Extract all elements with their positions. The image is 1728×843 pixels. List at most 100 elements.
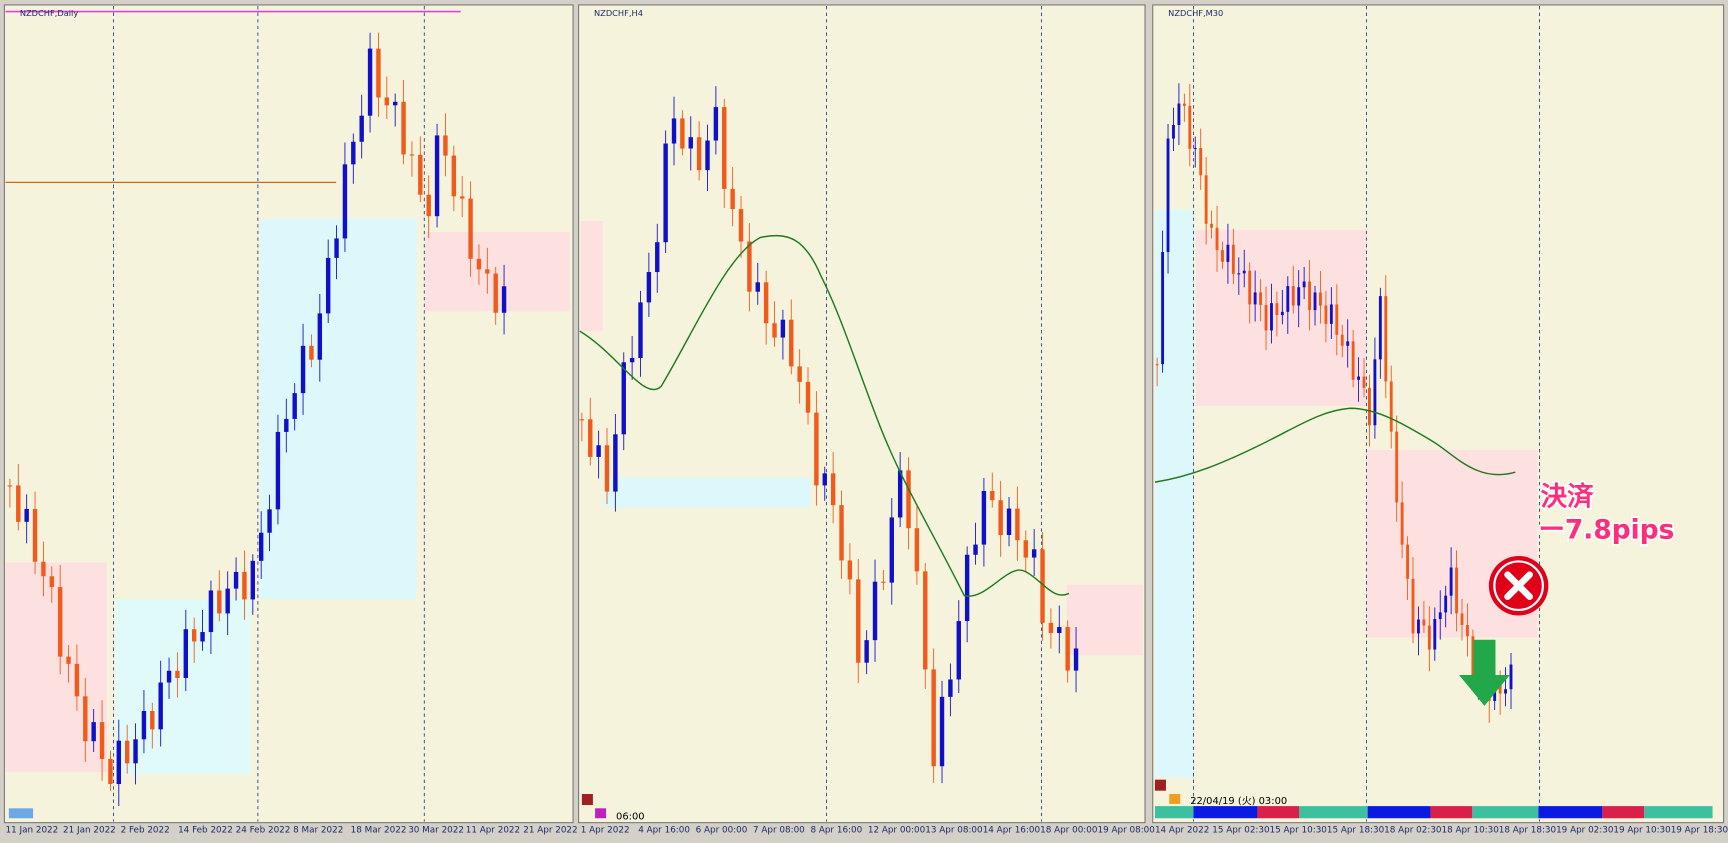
candle-body	[300, 345, 306, 394]
candle-body	[981, 490, 987, 545]
x-tick-label: 12 Apr 00:00	[868, 826, 926, 836]
candle-body	[897, 470, 903, 518]
down-arrow	[1459, 639, 1510, 706]
candle-body	[501, 286, 507, 313]
x-tick-label: 13 Apr 08:00	[925, 826, 983, 836]
candle-body	[150, 711, 155, 730]
candle-body	[133, 739, 138, 764]
candle-body	[1188, 105, 1192, 149]
candle-body	[1073, 648, 1079, 671]
candle-body	[225, 588, 230, 614]
icon	[1169, 793, 1181, 804]
candle-body	[939, 696, 945, 767]
panel-title: NZDCHF,H4	[594, 8, 643, 18]
x-tick-label: 19 Apr 02:30	[1556, 826, 1614, 836]
candle-body	[1509, 664, 1513, 690]
candle-body	[655, 242, 660, 273]
x-tick-label: 18 Apr 10:30	[1441, 826, 1499, 836]
candle-body	[426, 194, 431, 217]
candle-body	[998, 500, 1003, 536]
panel-title: NZDCHF,Daily	[20, 8, 79, 18]
candle-body	[1455, 567, 1458, 614]
candle-body	[359, 115, 364, 142]
session-bar	[1154, 806, 1713, 819]
zone	[260, 218, 417, 599]
candle-body	[284, 418, 289, 432]
zone	[1154, 209, 1194, 778]
candle-body	[317, 313, 323, 360]
x-tick-label: 24 Feb 2022	[236, 826, 291, 836]
candle-body	[1182, 103, 1186, 106]
candle-body	[1210, 223, 1214, 228]
candle-body	[763, 282, 769, 324]
candle-body	[864, 640, 869, 663]
candle-body	[1177, 103, 1181, 126]
candle-body	[730, 188, 735, 210]
candle-body	[1286, 286, 1290, 312]
candle-body	[83, 696, 88, 742]
candle-body	[1006, 508, 1012, 536]
candle-body	[1466, 624, 1469, 637]
candle-body	[74, 663, 80, 697]
candle-body	[1395, 431, 1399, 503]
candle-body	[250, 560, 256, 600]
candle-body	[468, 198, 473, 259]
candle-body	[872, 581, 878, 641]
candle-body	[334, 238, 339, 258]
candle-body	[49, 576, 54, 588]
candle-body	[1406, 544, 1410, 579]
candle-body	[1166, 138, 1170, 253]
candle-body	[588, 419, 593, 457]
candle-body	[175, 670, 180, 678]
candle-body	[722, 107, 727, 189]
candle-body	[233, 571, 239, 589]
candle-body	[1275, 303, 1279, 316]
candle-body	[1226, 244, 1230, 262]
candle-body	[1498, 680, 1502, 694]
zone	[5, 562, 107, 772]
zone	[580, 220, 603, 332]
candle-body	[57, 587, 63, 657]
candle-body	[889, 517, 894, 583]
candle-body	[1417, 619, 1420, 634]
annotation-result: ー7.8pips	[1538, 514, 1674, 545]
candle-body	[629, 358, 635, 363]
candle-body	[805, 381, 811, 413]
candle-body	[956, 621, 961, 680]
candle-body	[1340, 334, 1344, 346]
candle-body	[1057, 627, 1062, 634]
candle-body	[663, 143, 668, 243]
candle-body	[931, 669, 936, 767]
candle-body	[1242, 270, 1246, 274]
candle-body	[1308, 281, 1312, 311]
candle-body	[1368, 387, 1371, 426]
candle-body	[1253, 292, 1257, 305]
candle-body	[680, 118, 685, 149]
candle-body	[797, 366, 802, 382]
candle-body	[32, 508, 38, 562]
candle-body	[242, 571, 247, 600]
candle-body	[906, 470, 911, 529]
exit-marker	[1488, 555, 1549, 616]
x-tick-label: 15 Apr 10:30	[1270, 826, 1328, 836]
candle-body	[1193, 148, 1197, 150]
candle-body	[1433, 619, 1437, 650]
x-tick-label: 18 Mar 2022	[351, 826, 407, 836]
x-tick-label: 7 Apr 08:00	[753, 826, 805, 836]
candle-body	[914, 528, 920, 572]
candle-body	[183, 629, 189, 678]
icon	[8, 808, 34, 819]
candle-body	[191, 629, 197, 642]
candle-body	[1324, 305, 1328, 324]
candle-body	[1215, 227, 1219, 251]
x-tick-label: 14 Apr 16:00	[983, 826, 1041, 836]
candle-body	[66, 656, 71, 664]
candle-body	[1504, 689, 1507, 694]
candle-body	[1065, 627, 1070, 671]
time-label: 06:00	[616, 811, 645, 822]
candle-body	[1362, 376, 1366, 388]
candle-body	[1329, 304, 1333, 324]
candle-body	[1411, 578, 1415, 634]
candle-body	[418, 154, 423, 195]
